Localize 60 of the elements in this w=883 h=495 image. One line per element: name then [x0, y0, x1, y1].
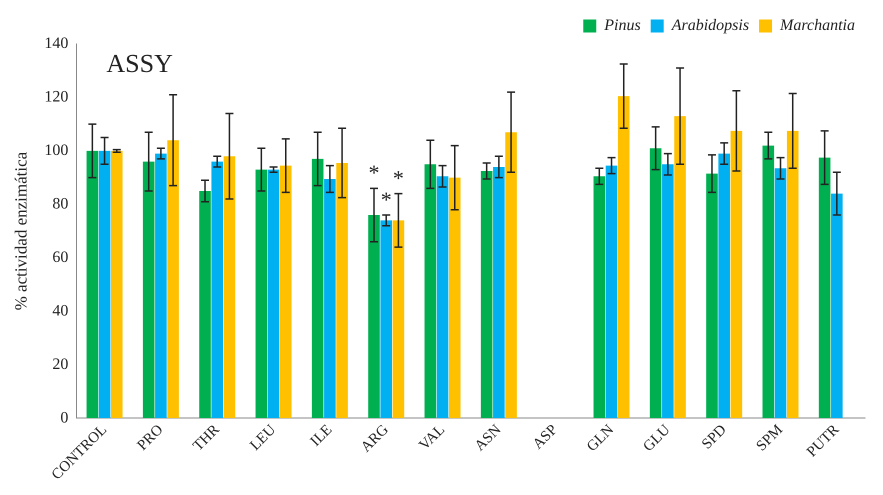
x-tick-label: ILE	[308, 422, 336, 450]
bar	[98, 150, 110, 418]
bar	[618, 96, 630, 418]
bar	[211, 162, 224, 418]
bar	[167, 140, 179, 418]
bar	[762, 146, 774, 418]
y-tick-label: 0	[60, 409, 68, 426]
bar	[155, 154, 167, 418]
x-tick-label: ASP	[530, 422, 561, 453]
x-tick-label: VAL	[416, 422, 448, 454]
bar	[818, 158, 830, 418]
y-tick-label: 40	[52, 302, 68, 320]
bar	[448, 178, 461, 418]
bar	[368, 215, 380, 418]
y-tick-label: 120	[44, 88, 68, 106]
bar	[650, 148, 662, 418]
bar	[662, 164, 674, 418]
bar	[392, 220, 404, 418]
bar	[424, 164, 436, 418]
bar	[718, 154, 730, 418]
bar	[436, 176, 448, 418]
bar	[110, 150, 123, 418]
chart-title: ASSY	[106, 49, 174, 78]
y-tick-label: 20	[52, 356, 68, 373]
legend-label: Marchantia	[779, 17, 855, 34]
bar	[730, 130, 742, 418]
y-tick-label: 100	[44, 142, 68, 160]
bar	[786, 130, 799, 418]
bar	[324, 178, 336, 418]
annotation: *	[392, 165, 404, 190]
y-tick-label: 80	[52, 196, 68, 213]
bar	[224, 156, 236, 418]
bar	[493, 166, 505, 418]
bar	[256, 170, 268, 418]
y-tick-label: 140	[44, 35, 68, 52]
y-axis-title: % actividad enzimática	[12, 151, 31, 310]
bar	[280, 166, 292, 418]
bar	[774, 168, 786, 418]
annotation: *	[368, 160, 380, 186]
x-tick-label: SPD	[699, 422, 730, 453]
bar	[505, 132, 517, 418]
bar	[199, 191, 211, 418]
bar	[312, 158, 324, 418]
bar	[831, 194, 843, 418]
legend-label: Pinus	[603, 17, 641, 34]
bar	[86, 150, 98, 418]
legend-label: Arabidopsis	[670, 17, 750, 34]
bar	[142, 162, 154, 418]
bar	[706, 174, 718, 418]
y-tick-label: 60	[52, 249, 68, 266]
bar	[480, 170, 492, 418]
bar	[380, 220, 392, 418]
bar	[674, 116, 686, 418]
bar	[336, 162, 348, 418]
x-tick-label: PRO	[134, 422, 167, 454]
annotation: *	[380, 186, 392, 212]
bar	[594, 176, 606, 418]
x-tick-label: THR	[190, 422, 223, 454]
bar	[268, 170, 280, 418]
bar	[606, 166, 618, 418]
